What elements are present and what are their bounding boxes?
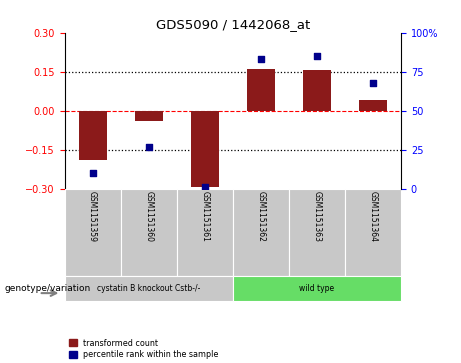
Bar — [233, 276, 401, 301]
Point — [257, 56, 265, 62]
Point — [145, 144, 152, 150]
Point — [201, 184, 208, 190]
Bar — [345, 189, 401, 276]
Text: cystatin B knockout Cstb-/-: cystatin B knockout Cstb-/- — [97, 284, 201, 293]
Bar — [191, 111, 219, 187]
Bar — [289, 189, 345, 276]
Text: GSM1151360: GSM1151360 — [144, 191, 153, 242]
Text: wild type: wild type — [299, 284, 335, 293]
Point — [369, 80, 377, 86]
Bar — [78, 111, 106, 160]
Text: GSM1151361: GSM1151361 — [200, 191, 209, 242]
Bar — [177, 189, 233, 276]
Text: GSM1151362: GSM1151362 — [256, 191, 266, 242]
Bar — [65, 189, 121, 276]
Text: GSM1151359: GSM1151359 — [88, 191, 97, 242]
Title: GDS5090 / 1442068_at: GDS5090 / 1442068_at — [156, 19, 310, 32]
Bar — [121, 189, 177, 276]
Legend: transformed count, percentile rank within the sample: transformed count, percentile rank withi… — [69, 339, 219, 359]
Point — [313, 53, 321, 59]
Text: GSM1151364: GSM1151364 — [368, 191, 378, 242]
Point — [89, 170, 96, 176]
Bar — [359, 100, 387, 111]
Bar — [135, 111, 163, 121]
Text: GSM1151363: GSM1151363 — [313, 191, 321, 242]
Bar — [303, 70, 331, 111]
Text: genotype/variation: genotype/variation — [5, 284, 91, 293]
Bar — [65, 276, 233, 301]
Bar — [247, 69, 275, 111]
Bar — [233, 189, 289, 276]
